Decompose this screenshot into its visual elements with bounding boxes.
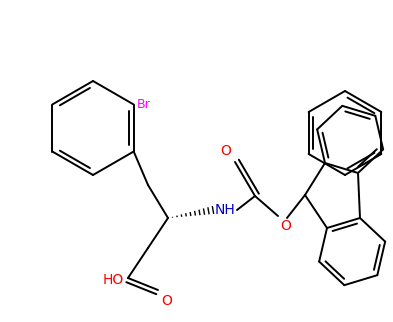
Text: O: O <box>161 294 172 308</box>
Text: O: O <box>280 219 291 233</box>
Text: Br: Br <box>137 98 151 111</box>
Text: HO: HO <box>103 273 124 287</box>
Text: NH: NH <box>215 203 236 217</box>
Text: O: O <box>220 144 231 158</box>
